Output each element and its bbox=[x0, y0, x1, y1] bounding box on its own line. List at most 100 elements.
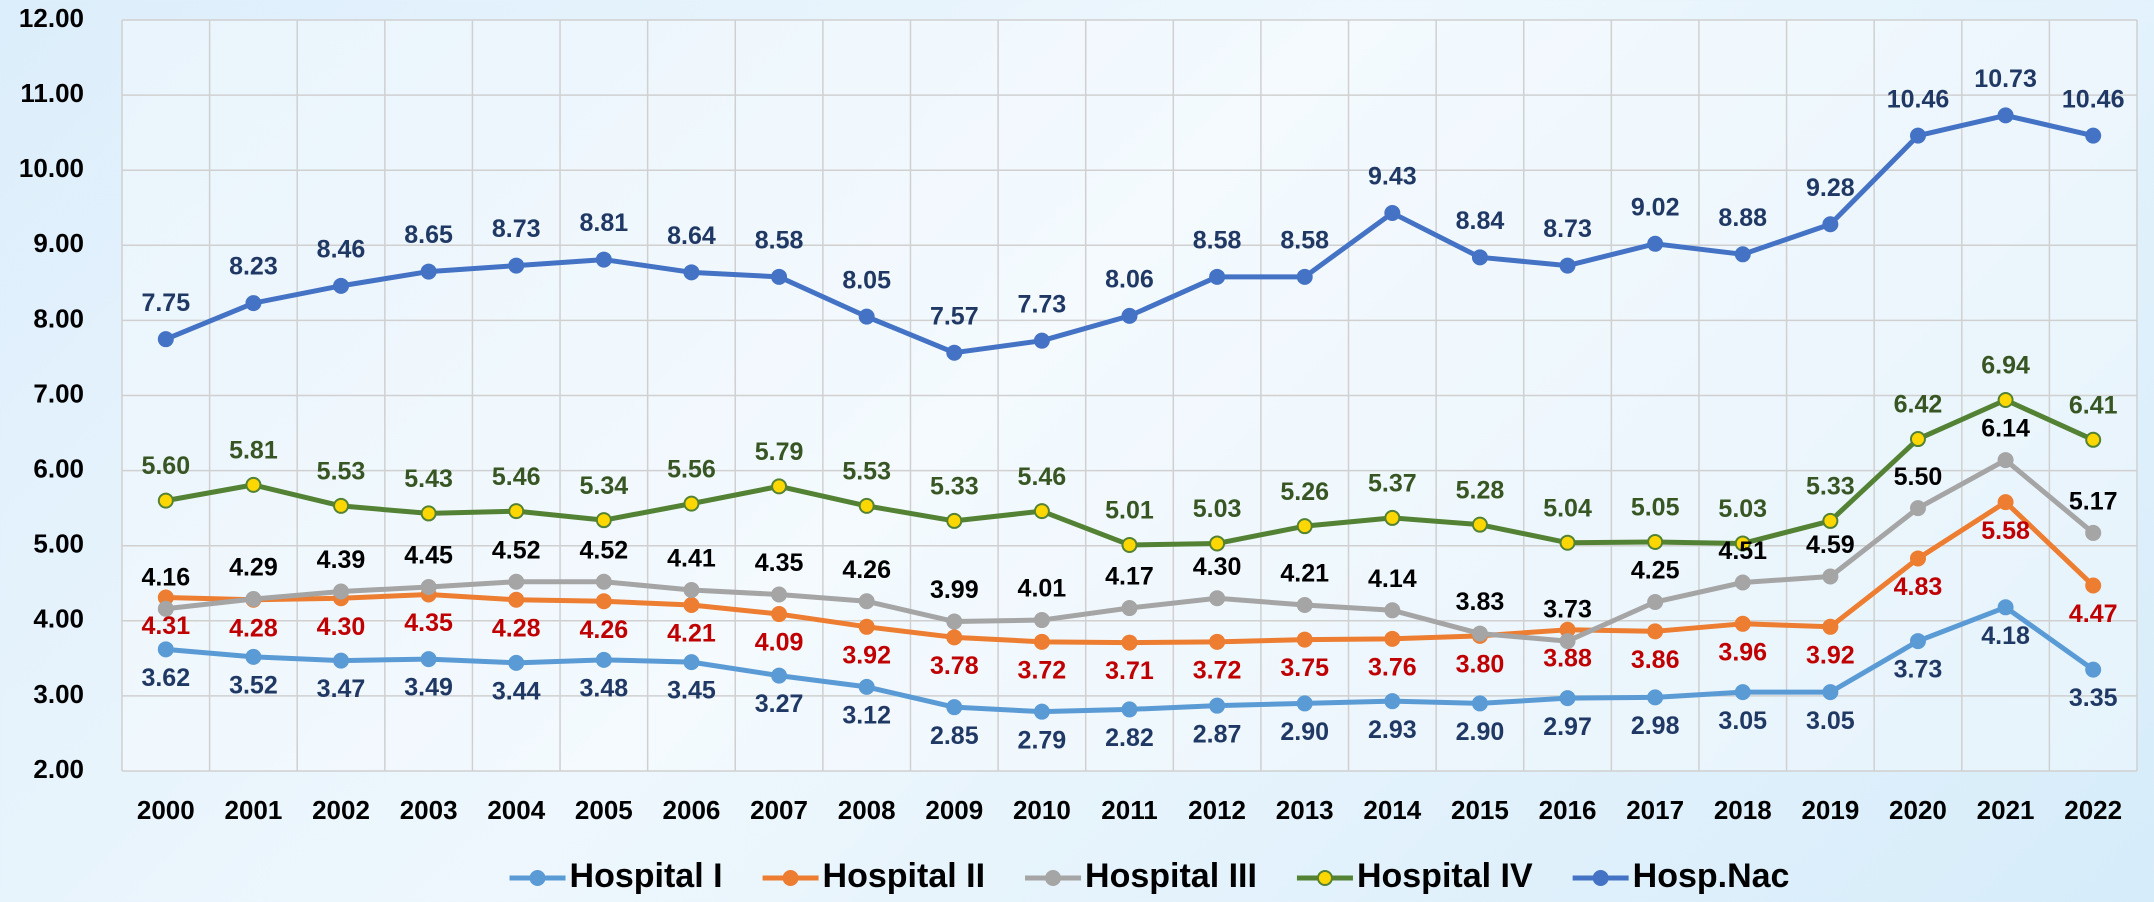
point bbox=[1384, 509, 1401, 526]
point bbox=[1734, 246, 1751, 263]
data-label: 3.35 bbox=[2069, 684, 2118, 712]
point bbox=[420, 505, 437, 522]
data-label: 6.94 bbox=[1981, 352, 2030, 380]
data-label: 8.05 bbox=[842, 266, 891, 294]
point bbox=[2085, 524, 2102, 541]
point bbox=[1121, 600, 1138, 617]
point bbox=[1384, 602, 1401, 619]
point bbox=[771, 667, 788, 684]
point bbox=[1997, 107, 2014, 124]
point bbox=[858, 308, 875, 325]
data-label: 2.87 bbox=[1193, 720, 1242, 748]
data-label: 6.14 bbox=[1981, 415, 2030, 443]
x-tick-label: 2022 bbox=[2064, 795, 2122, 825]
legend-marker bbox=[1045, 870, 1062, 886]
data-label: 3.92 bbox=[1806, 641, 1855, 669]
x-tick-label: 2005 bbox=[575, 795, 633, 825]
point bbox=[1909, 633, 1926, 650]
data-label: 4.41 bbox=[667, 545, 716, 573]
point bbox=[245, 476, 262, 493]
point bbox=[1384, 693, 1401, 710]
data-label: 3.72 bbox=[1193, 656, 1242, 684]
point bbox=[858, 497, 875, 514]
point bbox=[1121, 701, 1138, 718]
data-label: 3.45 bbox=[667, 677, 716, 705]
data-label: 4.35 bbox=[404, 609, 453, 637]
point bbox=[1296, 597, 1313, 614]
point bbox=[1209, 268, 1226, 285]
data-label: 8.84 bbox=[1456, 207, 1505, 235]
point bbox=[333, 652, 350, 669]
data-label: 3.76 bbox=[1368, 653, 1417, 681]
data-label: 2.93 bbox=[1368, 716, 1417, 744]
legend-marker bbox=[1316, 870, 1333, 886]
point bbox=[1647, 623, 1664, 640]
point bbox=[420, 651, 437, 668]
data-label: 5.28 bbox=[1456, 476, 1505, 504]
data-label: 2.98 bbox=[1631, 712, 1680, 740]
point bbox=[1471, 516, 1488, 533]
point bbox=[245, 648, 262, 665]
point bbox=[1033, 332, 1050, 349]
y-tick-label: 8.00 bbox=[33, 303, 84, 333]
x-tick-label: 2008 bbox=[838, 795, 896, 825]
point bbox=[1822, 568, 1839, 585]
data-label: 3.49 bbox=[404, 674, 453, 702]
data-label: 4.18 bbox=[1981, 622, 2030, 650]
point bbox=[2085, 431, 2102, 448]
point bbox=[1033, 703, 1050, 720]
x-tick-label: 2006 bbox=[663, 795, 721, 825]
data-label: 8.81 bbox=[580, 209, 629, 237]
point bbox=[683, 264, 700, 281]
data-label: 3.99 bbox=[930, 576, 979, 604]
point bbox=[1033, 612, 1050, 629]
point bbox=[508, 573, 525, 590]
data-label: 8.73 bbox=[1543, 215, 1592, 243]
data-label: 3.72 bbox=[1018, 656, 1067, 684]
data-label: 5.53 bbox=[317, 458, 366, 486]
point bbox=[1121, 634, 1138, 651]
data-label: 3.83 bbox=[1456, 588, 1505, 616]
data-label: 5.79 bbox=[755, 438, 804, 466]
data-label: 9.02 bbox=[1631, 193, 1680, 221]
legend-item: Hospital IV bbox=[1296, 857, 1533, 895]
data-label: 4.26 bbox=[842, 556, 891, 584]
data-label: 4.25 bbox=[1631, 557, 1680, 585]
point bbox=[333, 497, 350, 514]
data-label: 4.09 bbox=[755, 629, 804, 657]
data-label: 8.06 bbox=[1105, 266, 1154, 294]
data-label: 3.75 bbox=[1280, 654, 1329, 682]
point bbox=[771, 606, 788, 623]
data-label: 5.33 bbox=[1806, 473, 1855, 501]
point bbox=[1471, 695, 1488, 712]
point bbox=[1647, 235, 1664, 252]
data-label: 4.30 bbox=[1193, 553, 1242, 581]
point bbox=[1909, 500, 1926, 517]
point bbox=[1559, 534, 1576, 551]
data-label: 4.51 bbox=[1718, 537, 1767, 565]
y-tick-label: 12.00 bbox=[19, 3, 84, 33]
data-label: 5.60 bbox=[141, 452, 190, 480]
data-label: 5.33 bbox=[930, 473, 979, 501]
data-label: 4.31 bbox=[141, 612, 190, 640]
x-tick-label: 2021 bbox=[1977, 795, 2035, 825]
data-label: 3.44 bbox=[492, 677, 541, 705]
data-label: 4.52 bbox=[492, 536, 541, 564]
data-label: 5.81 bbox=[229, 436, 278, 464]
y-tick-label: 9.00 bbox=[33, 228, 84, 258]
point bbox=[858, 593, 875, 610]
point bbox=[1296, 518, 1313, 535]
data-label: 3.71 bbox=[1105, 657, 1154, 685]
point bbox=[1822, 618, 1839, 635]
x-tick-label: 2000 bbox=[137, 795, 195, 825]
x-tick-label: 2004 bbox=[487, 795, 545, 825]
x-tick-label: 2010 bbox=[1013, 795, 1071, 825]
data-label: 8.46 bbox=[317, 235, 366, 263]
point bbox=[683, 495, 700, 512]
data-label: 3.92 bbox=[842, 641, 891, 669]
point bbox=[2085, 661, 2102, 678]
data-label: 3.96 bbox=[1718, 638, 1767, 666]
point bbox=[1734, 615, 1751, 632]
point bbox=[1471, 249, 1488, 266]
point bbox=[2085, 127, 2102, 144]
